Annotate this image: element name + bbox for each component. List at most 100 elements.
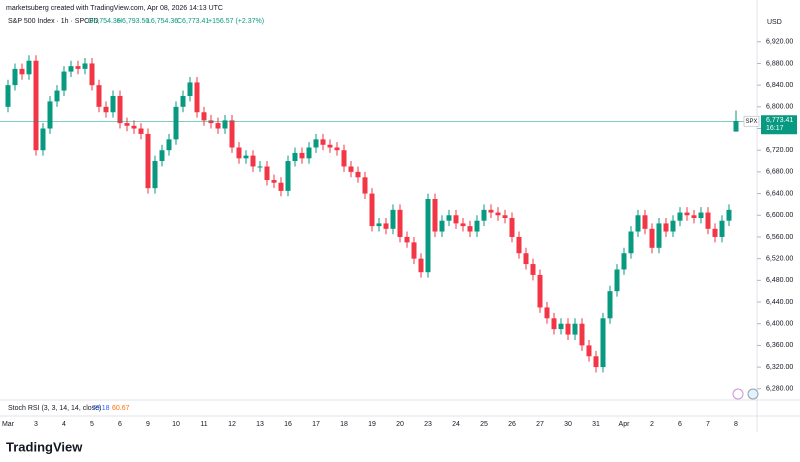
y-tick-label: 6,440.00: [766, 299, 793, 306]
candle-body: [278, 182, 284, 191]
candle-body: [131, 125, 137, 129]
x-tick-label: 8: [734, 421, 738, 428]
candle-body: [544, 307, 550, 319]
x-tick-label: 13: [256, 421, 264, 428]
candle-body: [33, 60, 39, 151]
y-tick-label: 6,920.00: [766, 39, 793, 46]
candle-body: [26, 60, 32, 75]
currency: USD: [767, 19, 782, 26]
candle-body: [495, 212, 501, 216]
candle-body: [306, 147, 312, 159]
x-tick-label: 3: [34, 421, 38, 428]
candle-body: [159, 150, 165, 162]
candle-body: [82, 63, 88, 69]
x-tick-label: 27: [536, 421, 544, 428]
candle-body: [684, 212, 690, 216]
x-tick-label: 25: [480, 421, 488, 428]
price-tag-label: 6,773.41: [766, 117, 793, 124]
brand: TradingView: [6, 439, 83, 454]
credit: marketsuberg created with TradingView.co…: [6, 5, 223, 12]
candle-body: [390, 209, 396, 229]
candle-body: [621, 253, 627, 270]
y-tick-label: 6,840.00: [766, 82, 793, 89]
candle-body: [663, 223, 669, 232]
flag-icon[interactable]: [747, 388, 759, 400]
candle-body: [75, 66, 81, 69]
candle-body: [250, 155, 256, 167]
y-tick-label: 6,280.00: [766, 386, 793, 393]
candle-body: [439, 220, 445, 232]
ohlc-close: C6,773.41: [177, 18, 209, 25]
event-icon[interactable]: [732, 388, 744, 400]
x-tick-label: 31: [592, 421, 600, 428]
change: +156.57 (+2.37%): [208, 18, 264, 25]
candle-body: [187, 82, 193, 96]
candle-body: [264, 166, 270, 181]
candle-body: [285, 161, 291, 191]
candle-body: [68, 66, 74, 72]
candle-body: [551, 318, 557, 330]
candle-body: [124, 123, 130, 126]
candle-body: [600, 318, 606, 368]
candle-body: [19, 68, 25, 75]
candle-body: [565, 323, 571, 335]
candle-body: [61, 71, 67, 91]
candle-body: [677, 212, 683, 221]
candle-body: [138, 128, 144, 134]
candle-body: [40, 128, 46, 151]
candle-body: [481, 209, 487, 221]
candle-body: [327, 144, 333, 148]
candle-body: [334, 147, 340, 151]
candle-body: [383, 223, 389, 229]
candle-body: [467, 226, 473, 232]
candle-body: [215, 123, 221, 129]
indicator-name: Stoch RSI (3, 3, 14, 14, close): [8, 405, 101, 412]
x-tick-label: 16: [284, 421, 292, 428]
x-tick-label: 23: [424, 421, 432, 428]
symbol-label: SPX: [745, 119, 757, 125]
y-tick-label: 6,360.00: [766, 342, 793, 349]
price-tag: [761, 115, 797, 135]
chart-title: S&P 500 Index · 1h · SPCFD: [8, 18, 99, 25]
candle-body: [607, 291, 613, 319]
indicator-d: 60.67: [112, 405, 130, 412]
x-tick-label: 7: [706, 421, 710, 428]
candle-body: [180, 95, 186, 107]
x-tick-label: 30: [564, 421, 572, 428]
candle-body: [355, 171, 361, 178]
x-tick-label: 12: [228, 421, 236, 428]
candle-body: [614, 269, 620, 292]
candle-body: [194, 82, 200, 113]
candle-body: [110, 95, 116, 113]
x-tick-label: 20: [396, 421, 404, 428]
candle-body: [530, 264, 536, 275]
candle-body: [54, 90, 60, 102]
x-tick-label: 4: [62, 421, 66, 428]
y-tick-label: 6,600.00: [766, 212, 793, 219]
y-tick-label: 6,680.00: [766, 169, 793, 176]
candle-body: [628, 231, 634, 254]
candle-body: [446, 215, 452, 221]
candle-body: [642, 215, 648, 229]
candle-body: [320, 139, 326, 145]
candle-body: [432, 199, 438, 232]
candle-body: [362, 177, 368, 194]
candle-body: [152, 161, 158, 189]
y-tick-label: 6,640.00: [766, 190, 793, 197]
x-tick-label: 18: [340, 421, 348, 428]
candle-body: [103, 106, 109, 113]
candle-body: [222, 120, 228, 129]
candle-body: [537, 274, 543, 308]
candle-body: [96, 85, 102, 107]
x-tick-label: 11: [200, 421, 207, 428]
candle-body: [313, 139, 319, 148]
candle-body: [292, 152, 298, 162]
x-tick-label: 17: [312, 421, 320, 428]
y-tick-label: 6,320.00: [766, 364, 793, 371]
candle-body: [425, 199, 431, 273]
candle-body: [145, 133, 151, 189]
candle-body: [453, 215, 459, 224]
candle-body: [712, 228, 718, 237]
candle-body: [376, 223, 382, 227]
